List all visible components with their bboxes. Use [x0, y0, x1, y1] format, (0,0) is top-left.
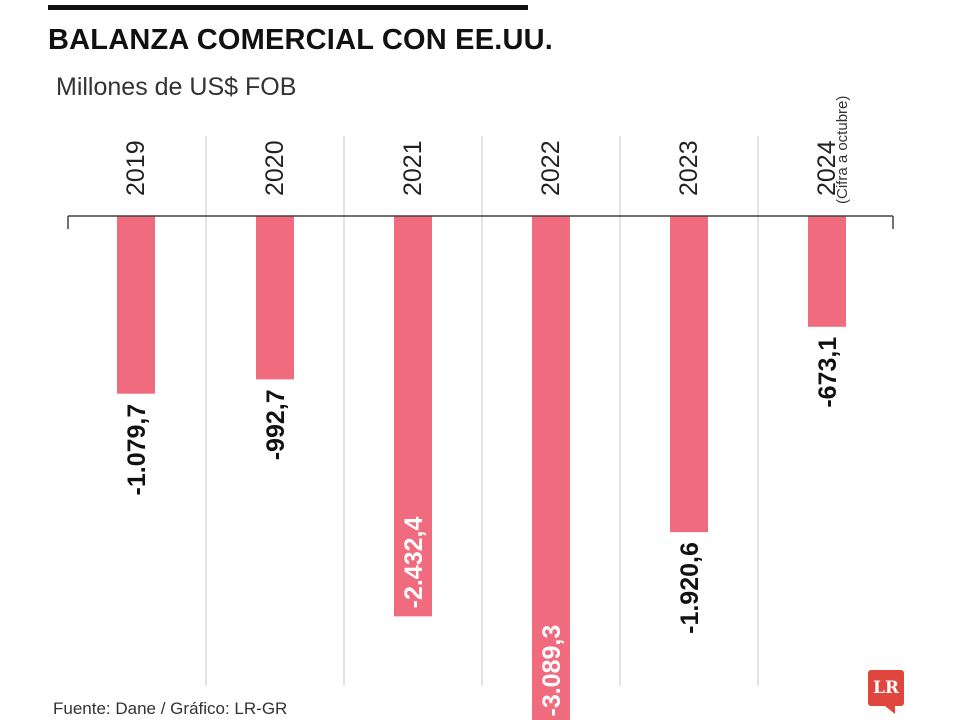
category-note-2024: (Cifra a octubre): [834, 96, 851, 204]
chart-title: BALANZA COMERCIAL CON EE.UU.: [48, 24, 554, 56]
bar-2022: [532, 216, 570, 720]
bar-2024: [808, 216, 846, 327]
category-label-2019: 2019: [122, 140, 150, 196]
category-label-2024: 2024: [813, 140, 841, 196]
data-label-2024: -673,1: [814, 337, 842, 408]
lr-logo-tail: [885, 706, 895, 714]
data-label-2022: -3.089,3: [538, 625, 566, 717]
data-label-2020: -992,7: [262, 389, 290, 460]
category-label-2021: 2021: [399, 140, 427, 196]
bar-2021: [394, 216, 432, 617]
data-label-2019: -1.079,7: [123, 404, 151, 496]
bar-2019: [117, 216, 155, 394]
source-footer: Fuente: Dane / Gráfico: LR-GR: [53, 699, 288, 718]
top-rule: [48, 5, 528, 10]
category-label-2022: 2022: [537, 140, 565, 196]
data-label-2023: -1.920,6: [676, 542, 704, 634]
lr-logo: LR: [868, 670, 904, 706]
chart-subtitle: Millones de US$ FOB: [56, 73, 297, 101]
bar-2020: [256, 216, 294, 380]
bar-2023: [670, 216, 708, 533]
data-label-2021: -2.432,4: [400, 517, 428, 609]
category-label-2020: 2020: [261, 140, 289, 196]
category-label-2023: 2023: [675, 140, 703, 196]
